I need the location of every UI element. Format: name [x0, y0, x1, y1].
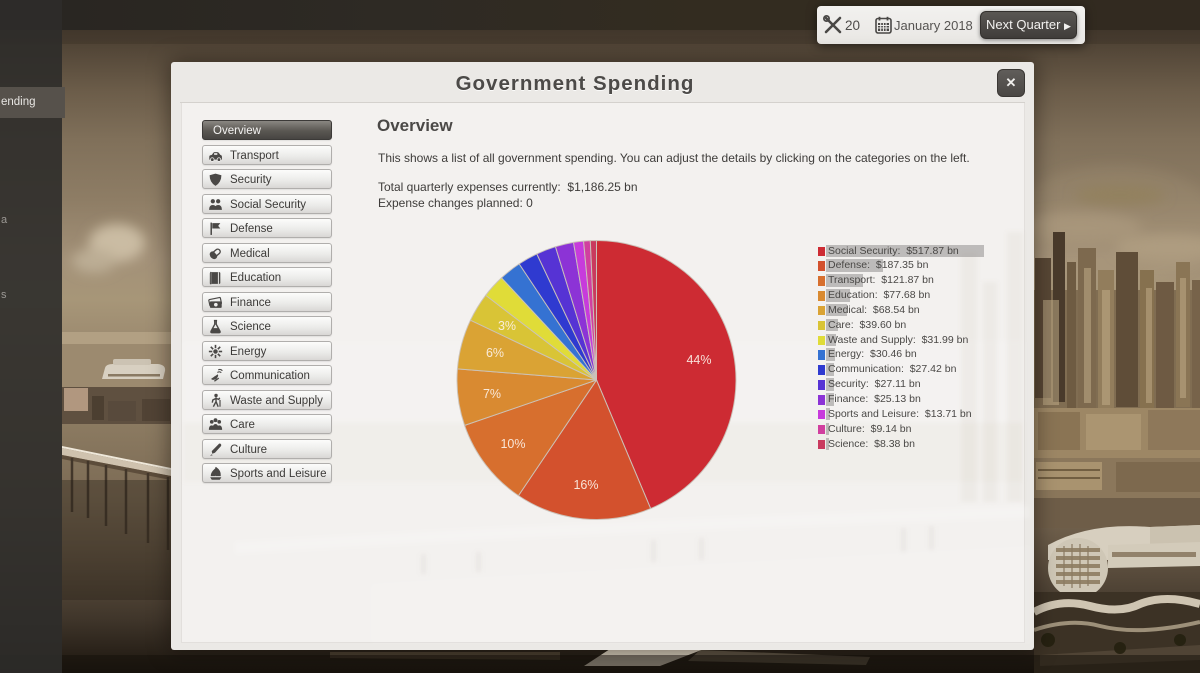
svg-text:44%: 44%: [686, 353, 711, 367]
svg-text:6%: 6%: [486, 346, 504, 360]
svg-text:16%: 16%: [573, 478, 598, 492]
svg-text:3%: 3%: [498, 319, 516, 333]
svg-text:10%: 10%: [500, 437, 525, 451]
svg-text:7%: 7%: [483, 387, 501, 401]
